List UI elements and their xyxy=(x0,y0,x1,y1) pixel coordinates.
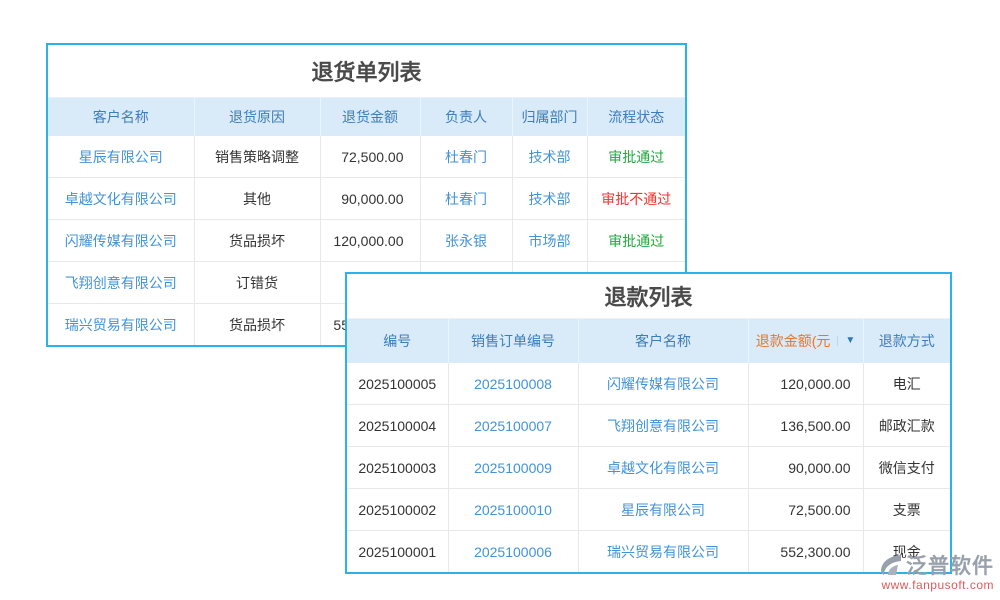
col-header-customer: 客户名称 xyxy=(577,319,748,363)
return-order-list-title: 退货单列表 xyxy=(48,45,685,98)
refund-amount-cell: 90,000.00 xyxy=(747,446,863,489)
order-no-link[interactable]: 2025100008 xyxy=(447,363,578,405)
dept-link[interactable]: 技术部 xyxy=(511,177,587,220)
refund-no-cell: 2025100001 xyxy=(347,530,448,572)
customer-link[interactable]: 瑞兴贸易有限公司 xyxy=(577,530,748,572)
owner-link[interactable]: 张永银 xyxy=(419,219,512,262)
refund-list-title: 退款列表 xyxy=(347,274,950,319)
status-cell: 审批通过 xyxy=(586,136,685,178)
refund-method-cell: 支票 xyxy=(862,488,950,531)
owner-link[interactable]: 杜春门 xyxy=(419,136,512,178)
reason-cell: 其他 xyxy=(193,177,320,220)
order-no-link[interactable]: 2025100009 xyxy=(447,446,578,489)
col-header-amount: 退货金额 xyxy=(319,98,420,136)
reason-cell: 销售策略调整 xyxy=(193,136,320,178)
customer-link[interactable]: 卓越文化有限公司 xyxy=(577,446,748,489)
status-cell: 审批不通过 xyxy=(586,177,685,220)
col-header-refund-amount[interactable]: 退款金额(元 ▼ xyxy=(747,319,863,363)
reason-cell: 货品损坏 xyxy=(193,303,320,345)
refund-no-cell: 2025100004 xyxy=(347,404,448,447)
col-header-status: 流程状态 xyxy=(586,98,685,136)
table-row: 2025100005 2025100008 闪耀传媒有限公司 120,000.0… xyxy=(347,363,950,405)
order-no-link[interactable]: 2025100006 xyxy=(447,530,578,572)
customer-link[interactable]: 闪耀传媒有限公司 xyxy=(48,219,194,262)
status-cell: 审批通过 xyxy=(586,219,685,262)
col-header-customer: 客户名称 xyxy=(48,98,194,136)
order-no-link[interactable]: 2025100007 xyxy=(447,404,578,447)
col-header-reason: 退货原因 xyxy=(193,98,320,136)
table-row: 2025100004 2025100007 飞翔创意有限公司 136,500.0… xyxy=(347,404,950,447)
refund-method-cell: 电汇 xyxy=(862,363,950,405)
table-row: 卓越文化有限公司 其他 90,000.00 杜春门 技术部 审批不通过 xyxy=(48,177,685,220)
fanpu-logo-icon xyxy=(881,555,901,575)
customer-link[interactable]: 闪耀传媒有限公司 xyxy=(577,363,748,405)
refund-no-cell: 2025100002 xyxy=(347,488,448,531)
refund-amount-header-label: 退款金额(元 xyxy=(755,333,831,349)
customer-link[interactable]: 飞翔创意有限公司 xyxy=(48,261,194,304)
customer-link[interactable]: 飞翔创意有限公司 xyxy=(577,404,748,447)
fanpu-watermark: 泛普软件 www.fanpusoft.com xyxy=(854,550,994,592)
refund-method-cell: 微信支付 xyxy=(862,446,950,489)
table-row: 星辰有限公司 销售策略调整 72,500.00 杜春门 技术部 审批通过 xyxy=(48,136,685,178)
refund-header-row: 编号 销售订单编号 客户名称 退款金额(元 ▼ 退款方式 xyxy=(347,319,950,363)
customer-link[interactable]: 卓越文化有限公司 xyxy=(48,177,194,220)
watermark-url-text: www.fanpusoft.com xyxy=(881,578,994,592)
customer-link[interactable]: 星辰有限公司 xyxy=(78,148,163,165)
col-header-method: 退款方式 xyxy=(862,319,950,363)
refund-method-cell: 邮政汇款 xyxy=(862,404,950,447)
table-row: 2025100002 2025100010 星辰有限公司 72,500.00 支… xyxy=(347,488,950,531)
col-header-dept: 归属部门 xyxy=(511,98,587,136)
table-row: 2025100001 2025100006 瑞兴贸易有限公司 552,300.0… xyxy=(347,530,950,572)
customer-link[interactable]: 星辰有限公司 xyxy=(577,488,748,531)
refund-table: 编号 销售订单编号 客户名称 退款金额(元 ▼ 退款方式 2025100005 … xyxy=(347,319,950,572)
dept-link[interactable]: 技术部 xyxy=(511,136,587,178)
refund-amount-cell: 72,500.00 xyxy=(747,488,863,531)
reason-cell: 订错货 xyxy=(193,261,320,304)
refund-no-cell: 2025100003 xyxy=(347,446,448,489)
table-row: 闪耀传媒有限公司 货品损坏 120,000.00 张永银 市场部 审批通过 xyxy=(48,219,685,262)
amount-cell: 120,000.00 xyxy=(319,219,420,262)
refund-amount-cell: 136,500.00 xyxy=(747,404,863,447)
amount-cell: 90,000.00 xyxy=(319,177,420,220)
return-order-header-row: 客户名称 退货原因 退货金额 负责人 归属部门 流程状态 xyxy=(48,98,685,136)
col-header-order-no: 销售订单编号 xyxy=(447,319,578,363)
order-no-link[interactable]: 2025100010 xyxy=(447,488,578,531)
refund-no-cell: 2025100005 xyxy=(358,375,437,392)
col-header-owner: 负责人 xyxy=(419,98,512,136)
watermark-brand-text: 泛普软件 xyxy=(906,555,994,578)
refund-amount-cell: 120,000.00 xyxy=(747,363,863,405)
amount-cell: 72,500.00 xyxy=(319,136,420,178)
table-row: 2025100003 2025100009 卓越文化有限公司 90,000.00… xyxy=(347,446,950,489)
col-header-no: 编号 xyxy=(347,319,448,363)
reason-cell: 货品损坏 xyxy=(193,219,320,262)
dept-link[interactable]: 市场部 xyxy=(511,219,587,262)
customer-link[interactable]: 瑞兴贸易有限公司 xyxy=(48,303,194,345)
owner-link[interactable]: 杜春门 xyxy=(419,177,512,220)
sort-caret-down-icon[interactable]: ▼ xyxy=(837,336,855,346)
refund-amount-cell: 552,300.00 xyxy=(747,530,863,572)
refund-list-panel: 退款列表 编号 销售订单编号 客户名称 退款金额(元 ▼ 退款方式 xyxy=(345,272,952,574)
